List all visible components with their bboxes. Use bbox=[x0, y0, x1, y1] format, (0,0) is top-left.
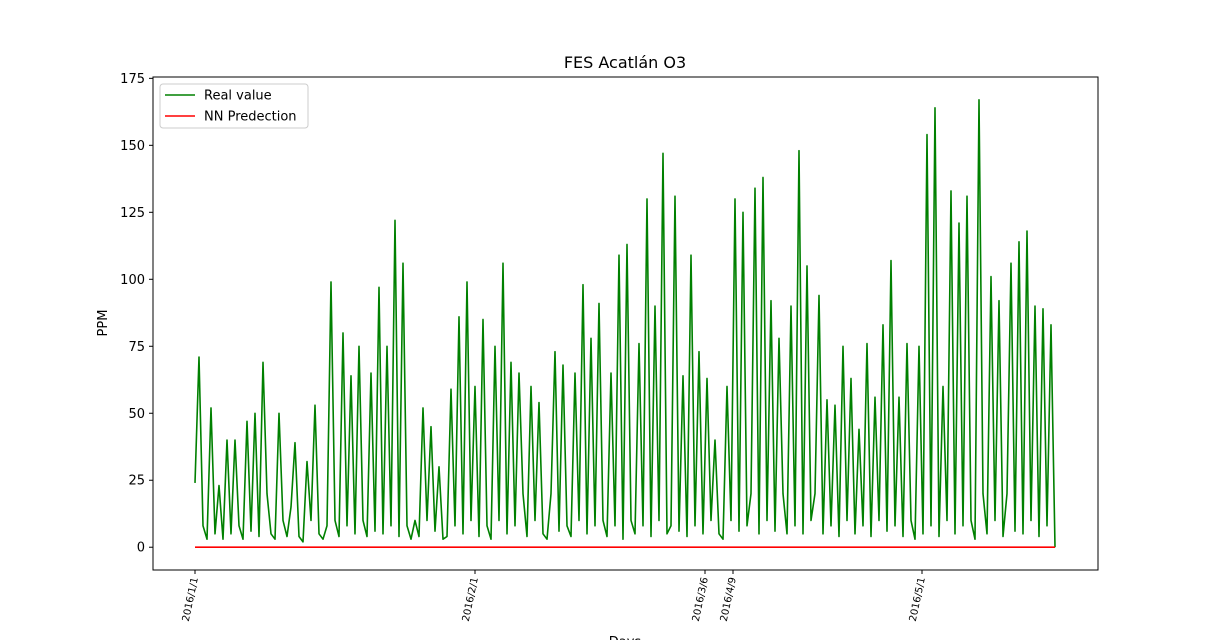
y-tick-label: 175 bbox=[120, 72, 145, 87]
y-tick-label: 0 bbox=[137, 541, 145, 556]
series-line bbox=[194, 98, 1056, 548]
legend-box bbox=[159, 83, 309, 129]
y-tick-label: 75 bbox=[128, 340, 145, 355]
legend-label: Real value bbox=[204, 89, 272, 104]
y-tick-label: 125 bbox=[120, 206, 145, 221]
y-tick-label: 50 bbox=[128, 407, 145, 422]
x-axis-label: Days bbox=[609, 635, 642, 640]
chart-title: FES Acatlán O3 bbox=[564, 53, 686, 72]
plot-frame bbox=[152, 76, 1099, 571]
y-tick-label: 150 bbox=[120, 139, 145, 154]
y-tick-label: 25 bbox=[128, 474, 145, 489]
y-tick-label: 100 bbox=[120, 273, 145, 288]
y-axis-label: PPM bbox=[96, 310, 111, 337]
legend-label: NN Predection bbox=[204, 110, 297, 125]
